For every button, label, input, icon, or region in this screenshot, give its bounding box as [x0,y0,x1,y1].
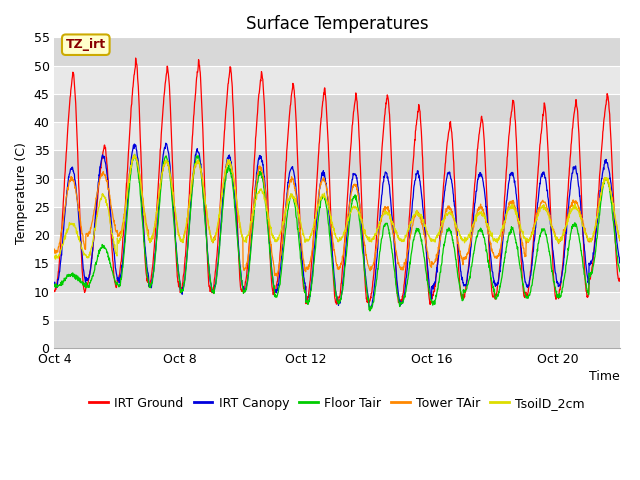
Bar [54,150,620,179]
Bar [54,292,620,320]
Bar [54,66,620,94]
Bar [54,207,620,235]
Bar [54,37,620,66]
Bar [54,320,620,348]
Bar [54,94,620,122]
Bar [54,179,620,207]
Legend: IRT Ground, IRT Canopy, Floor Tair, Tower TAir, TsoilD_2cm: IRT Ground, IRT Canopy, Floor Tair, Towe… [84,392,590,415]
Bar [54,122,620,150]
Title: Surface Temperatures: Surface Temperatures [246,15,429,33]
Text: Time: Time [589,370,620,383]
Text: TZ_irt: TZ_irt [66,38,106,51]
Bar [54,264,620,292]
Bar [54,235,620,264]
Y-axis label: Temperature (C): Temperature (C) [15,142,28,244]
